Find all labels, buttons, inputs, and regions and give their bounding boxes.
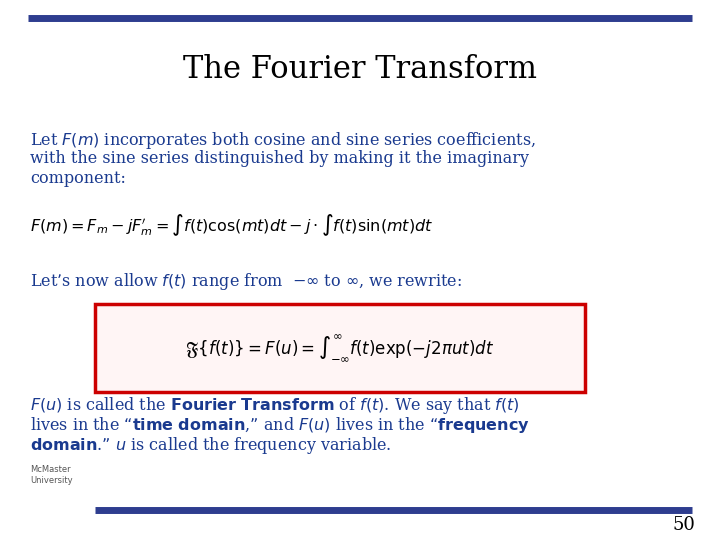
Text: $F(m) = F_m - jF_m^{\prime} = \int f(t)\cos(mt)dt - j\cdot\int f(t)\sin(mt)dt$: $F(m) = F_m - jF_m^{\prime} = \int f(t)\… bbox=[30, 212, 433, 238]
Text: The Fourier Transform: The Fourier Transform bbox=[183, 55, 537, 85]
Text: $\mathbf{domain}$.” $u$ is called the frequency variable.: $\mathbf{domain}$.” $u$ is called the fr… bbox=[30, 435, 392, 456]
Text: Let $F(m)$ incorporates both cosine and sine series coefficients,: Let $F(m)$ incorporates both cosine and … bbox=[30, 130, 536, 151]
Text: Let’s now allow $f(t)$ range from  $-\infty$ to $\infty$, we rewrite:: Let’s now allow $f(t)$ range from $-\inf… bbox=[30, 272, 462, 293]
Text: $F(u)$ is called the $\mathbf{Fourier\ Transform}$ of $f(t)$. We say that $f(t)$: $F(u)$ is called the $\mathbf{Fourier\ T… bbox=[30, 395, 520, 415]
Text: with the sine series distinguished by making it the imaginary: with the sine series distinguished by ma… bbox=[30, 150, 529, 167]
Text: lives in the “$\mathbf{time\ domain}$,” and $F(u)$ lives in the “$\mathbf{freque: lives in the “$\mathbf{time\ domain}$,” … bbox=[30, 415, 530, 435]
Text: $\mathfrak{F}\{f(t)\}= F(u) = \int_{-\infty}^{\infty} f(t)\exp(-j2\pi ut)dt$: $\mathfrak{F}\{f(t)\}= F(u) = \int_{-\in… bbox=[185, 333, 495, 363]
FancyBboxPatch shape bbox=[95, 304, 585, 392]
Text: component:: component: bbox=[30, 170, 126, 187]
Text: McMaster
University: McMaster University bbox=[30, 465, 73, 485]
Text: 50: 50 bbox=[672, 516, 695, 534]
